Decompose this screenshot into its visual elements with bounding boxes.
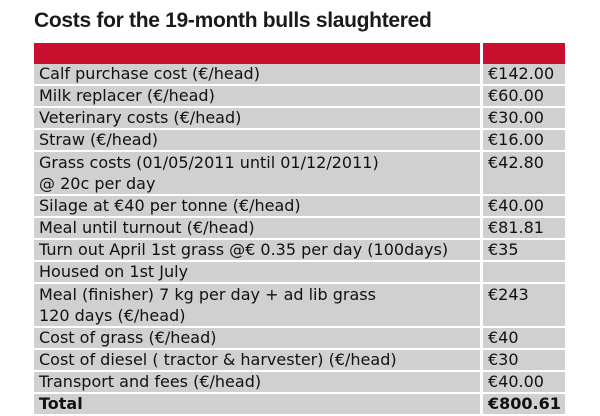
table-row: Meal (finisher) 7 kg per day + ad lib gr… [34, 284, 565, 328]
row-value: €40.00 [483, 196, 565, 216]
row-label: Straw (€/head) [34, 130, 480, 150]
row-label: Housed on 1st July [34, 262, 480, 282]
row-value: €60.00 [483, 86, 565, 106]
total-row: Total €800.61 [34, 394, 565, 416]
row-label: Veterinary costs (€/head) [34, 108, 480, 128]
row-label: Turn out April 1st grass @€ 0.35 per day… [34, 240, 480, 260]
row-label-line-1: Meal (finisher) 7 kg per day + ad lib gr… [39, 285, 376, 304]
total-value: €800.61 [483, 394, 565, 414]
row-value: €40 [483, 328, 565, 348]
row-value: €243 [483, 284, 565, 326]
row-value: €81.81 [483, 218, 565, 238]
row-label: Silage at €40 per tonne (€/head) [34, 196, 480, 216]
header-cell-label [34, 43, 480, 64]
row-label: Meal until turnout (€/head) [34, 218, 480, 238]
row-label-line-1: Grass costs (01/05/2011 until 01/12/2011… [39, 153, 379, 172]
row-value: €142.00 [483, 64, 565, 84]
row-value [483, 262, 565, 282]
table-row: Straw (€/head) €16.00 [34, 130, 565, 152]
table-row: Veterinary costs (€/head) €30.00 [34, 108, 565, 130]
row-label: Transport and fees (€/head) [34, 372, 480, 392]
header-cell-value [483, 43, 565, 64]
table-row: Transport and fees (€/head) €40.00 [34, 372, 565, 394]
table-row: Calf purchase cost (€/head) €142.00 [34, 64, 565, 86]
row-value: €42.80 [483, 152, 565, 194]
row-label-line-2: 120 days (€/head) [39, 306, 186, 325]
total-label: Total [34, 394, 480, 414]
table-row: Cost of diesel ( tractor & harvester) (€… [34, 350, 565, 372]
row-label: Calf purchase cost (€/head) [34, 64, 480, 84]
row-value: €30.00 [483, 108, 565, 128]
row-label-multiline: Meal (finisher) 7 kg per day + ad lib gr… [34, 284, 480, 326]
row-value: €40.00 [483, 372, 565, 392]
row-label: Milk replacer (€/head) [34, 86, 480, 106]
table-row: Milk replacer (€/head) €60.00 [34, 86, 565, 108]
row-value: €30 [483, 350, 565, 370]
row-value: €16.00 [483, 130, 565, 150]
table-title: Costs for the 19-month bulls slaughtered [34, 9, 432, 32]
cost-table-figure: Costs for the 19-month bulls slaughtered… [34, 9, 565, 416]
cost-table: Calf purchase cost (€/head) €142.00 Milk… [34, 43, 565, 416]
row-label-multiline: Grass costs (01/05/2011 until 01/12/2011… [34, 152, 480, 194]
table-row: Cost of grass (€/head) €40 [34, 328, 565, 350]
table-row: Grass costs (01/05/2011 until 01/12/2011… [34, 152, 565, 196]
row-label: Cost of grass (€/head) [34, 328, 480, 348]
row-label: Cost of diesel ( tractor & harvester) (€… [34, 350, 480, 370]
row-value: €35 [483, 240, 565, 260]
table-row: Silage at €40 per tonne (€/head) €40.00 [34, 196, 565, 218]
table-row: Housed on 1st July [34, 262, 565, 284]
table-header [34, 43, 565, 64]
row-label-line-2: @ 20c per day [39, 174, 156, 193]
table-row: Turn out April 1st grass @€ 0.35 per day… [34, 240, 565, 262]
table-row: Meal until turnout (€/head) €81.81 [34, 218, 565, 240]
